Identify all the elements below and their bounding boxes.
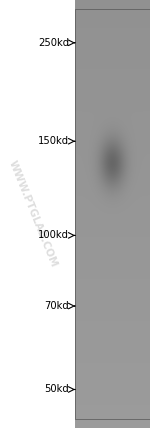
Text: 150kd: 150kd <box>38 136 69 146</box>
Text: WWW.PTGLAB.COM: WWW.PTGLAB.COM <box>7 159 59 269</box>
Text: 50kd: 50kd <box>44 384 69 395</box>
Text: 70kd: 70kd <box>44 301 69 311</box>
Text: 250kd: 250kd <box>38 38 69 48</box>
Bar <box>75 9 150 419</box>
Text: 100kd: 100kd <box>38 230 69 241</box>
